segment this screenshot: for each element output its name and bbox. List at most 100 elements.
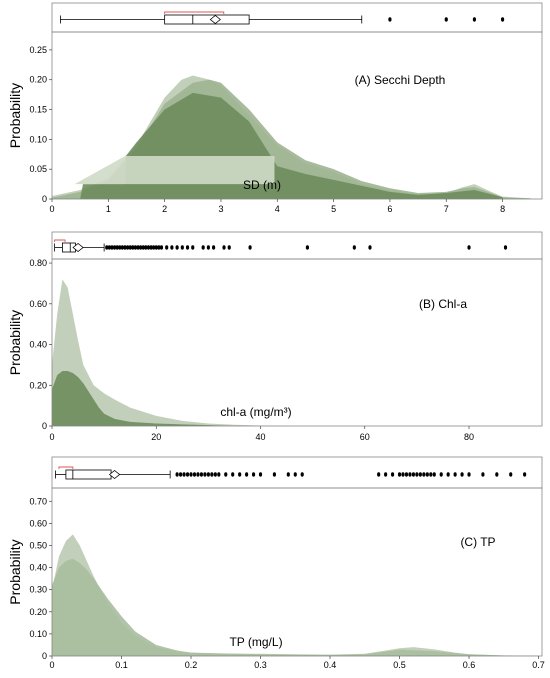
outlier-point	[217, 472, 221, 477]
outlier-point	[180, 245, 184, 250]
x-tick-label: 4	[275, 204, 280, 214]
outlier-point	[368, 245, 372, 250]
outlier-point	[128, 245, 132, 250]
outlier-point	[467, 245, 471, 250]
outlier-point	[210, 472, 214, 477]
outlier-point	[425, 472, 429, 477]
outlier-point	[154, 245, 158, 250]
outlier-point	[105, 245, 109, 250]
outlier-point	[411, 472, 416, 477]
y-tick-label: 0.20	[29, 75, 47, 85]
x-tick-label: 3	[218, 204, 223, 214]
outlier-point	[481, 472, 485, 477]
outlier-point	[112, 245, 117, 250]
outlier-point	[107, 245, 111, 250]
outlier-point	[251, 472, 256, 477]
x-tick-label: 0.7	[532, 660, 545, 670]
outlier-point	[159, 245, 164, 250]
outlier-point	[182, 472, 186, 477]
x-tick-label: 5	[331, 204, 336, 214]
outlier-point	[467, 472, 471, 477]
x-tick-label: 40	[256, 432, 266, 442]
plot-frame	[51, 487, 543, 657]
outlier-point	[175, 472, 179, 477]
series-area-3	[74, 156, 275, 185]
panel-annotation: (A) Secchi Depth	[355, 73, 446, 87]
outlier-point	[203, 472, 207, 477]
box-iqr	[164, 14, 250, 25]
outlier-point	[144, 245, 148, 250]
x-tick-label: 60	[360, 432, 370, 442]
plot-frame	[51, 258, 543, 427]
y-tick-label: 0.30	[29, 585, 47, 595]
panel-annotation: (B) Chl-a	[419, 297, 467, 311]
y-tick-label: 0.15	[29, 105, 47, 115]
outlier-point	[500, 17, 505, 22]
x-tick-label: 20	[151, 432, 161, 442]
outlier-point	[509, 472, 513, 477]
x-tick-label: 2	[162, 204, 167, 214]
outlier-point	[199, 472, 204, 477]
x-axis-label: TP (mg/L)	[229, 635, 282, 649]
outlier-point	[248, 245, 252, 250]
outlier-point	[178, 472, 183, 477]
y-tick-label: 0	[42, 651, 47, 661]
outlier-point	[439, 472, 443, 477]
x-tick-label: 0	[49, 660, 54, 670]
panel-1: 0 0.20 0.40 0.60 0.80 0 20 40 60 80 Probability (B)…	[7, 231, 543, 442]
outlier-point	[415, 472, 419, 477]
outlier-point	[272, 472, 277, 477]
outlier-point	[495, 472, 499, 477]
outlier-point	[472, 17, 477, 22]
x-tick-label: 0.4	[324, 660, 337, 670]
outlier-point	[352, 245, 356, 250]
outlier-point	[146, 245, 151, 250]
panel-0: 0 0.05 0.10 0.15 0.20 0.25 0 1 2 3 4 5 6 7 8 Probabilit…	[7, 2, 543, 214]
outlier-point	[170, 245, 174, 250]
outlier-point	[185, 245, 190, 250]
outlier-point	[123, 245, 127, 250]
series-area-1	[52, 558, 539, 656]
outlier-point	[192, 472, 197, 477]
outlier-point	[211, 245, 216, 250]
outlier-point	[206, 245, 210, 250]
outlier-point	[258, 472, 263, 477]
outlier-point	[453, 472, 457, 477]
outlier-point	[222, 245, 226, 250]
mean-diamond	[108, 469, 121, 480]
outlier-point	[390, 472, 395, 477]
y-tick-label: 0.25	[29, 45, 47, 55]
x-axis-label: chl-a (mg/m³)	[220, 405, 291, 419]
y-tick-label: 0.20	[29, 607, 47, 617]
outlier-point	[206, 472, 210, 477]
y-axis-label: Probability	[7, 83, 23, 148]
outlier-point	[157, 245, 161, 250]
outlier-point	[422, 472, 426, 477]
y-tick-label: 0	[42, 421, 47, 431]
outlier-point	[446, 472, 450, 477]
outlier-point	[384, 472, 388, 477]
outlier-point	[213, 472, 217, 477]
shortest-half-bracket	[54, 239, 66, 242]
x-tick-label: 80	[464, 432, 474, 442]
outlier-point	[139, 245, 143, 250]
panel-annotation: (C) TP	[460, 535, 495, 549]
outlier-point	[191, 245, 195, 250]
outlier-point	[227, 245, 231, 250]
y-tick-label: 0.80	[29, 258, 47, 268]
outlier-point	[125, 245, 130, 250]
outlier-point	[429, 472, 433, 477]
outlier-point	[444, 17, 448, 22]
y-tick-label: 0	[42, 194, 47, 204]
outlier-point	[305, 245, 310, 250]
y-tick-label: 0.05	[29, 164, 47, 174]
outlier-point	[293, 472, 297, 477]
x-tick-label: 0.5	[393, 660, 406, 670]
x-axis-label: SD (m)	[243, 178, 281, 192]
outlier-point	[503, 245, 508, 250]
outlier-point	[149, 245, 153, 250]
y-tick-label: 0.70	[29, 496, 47, 506]
y-tick-label: 0.60	[29, 518, 47, 528]
outlier-point	[404, 472, 409, 477]
outlier-point	[418, 472, 422, 477]
